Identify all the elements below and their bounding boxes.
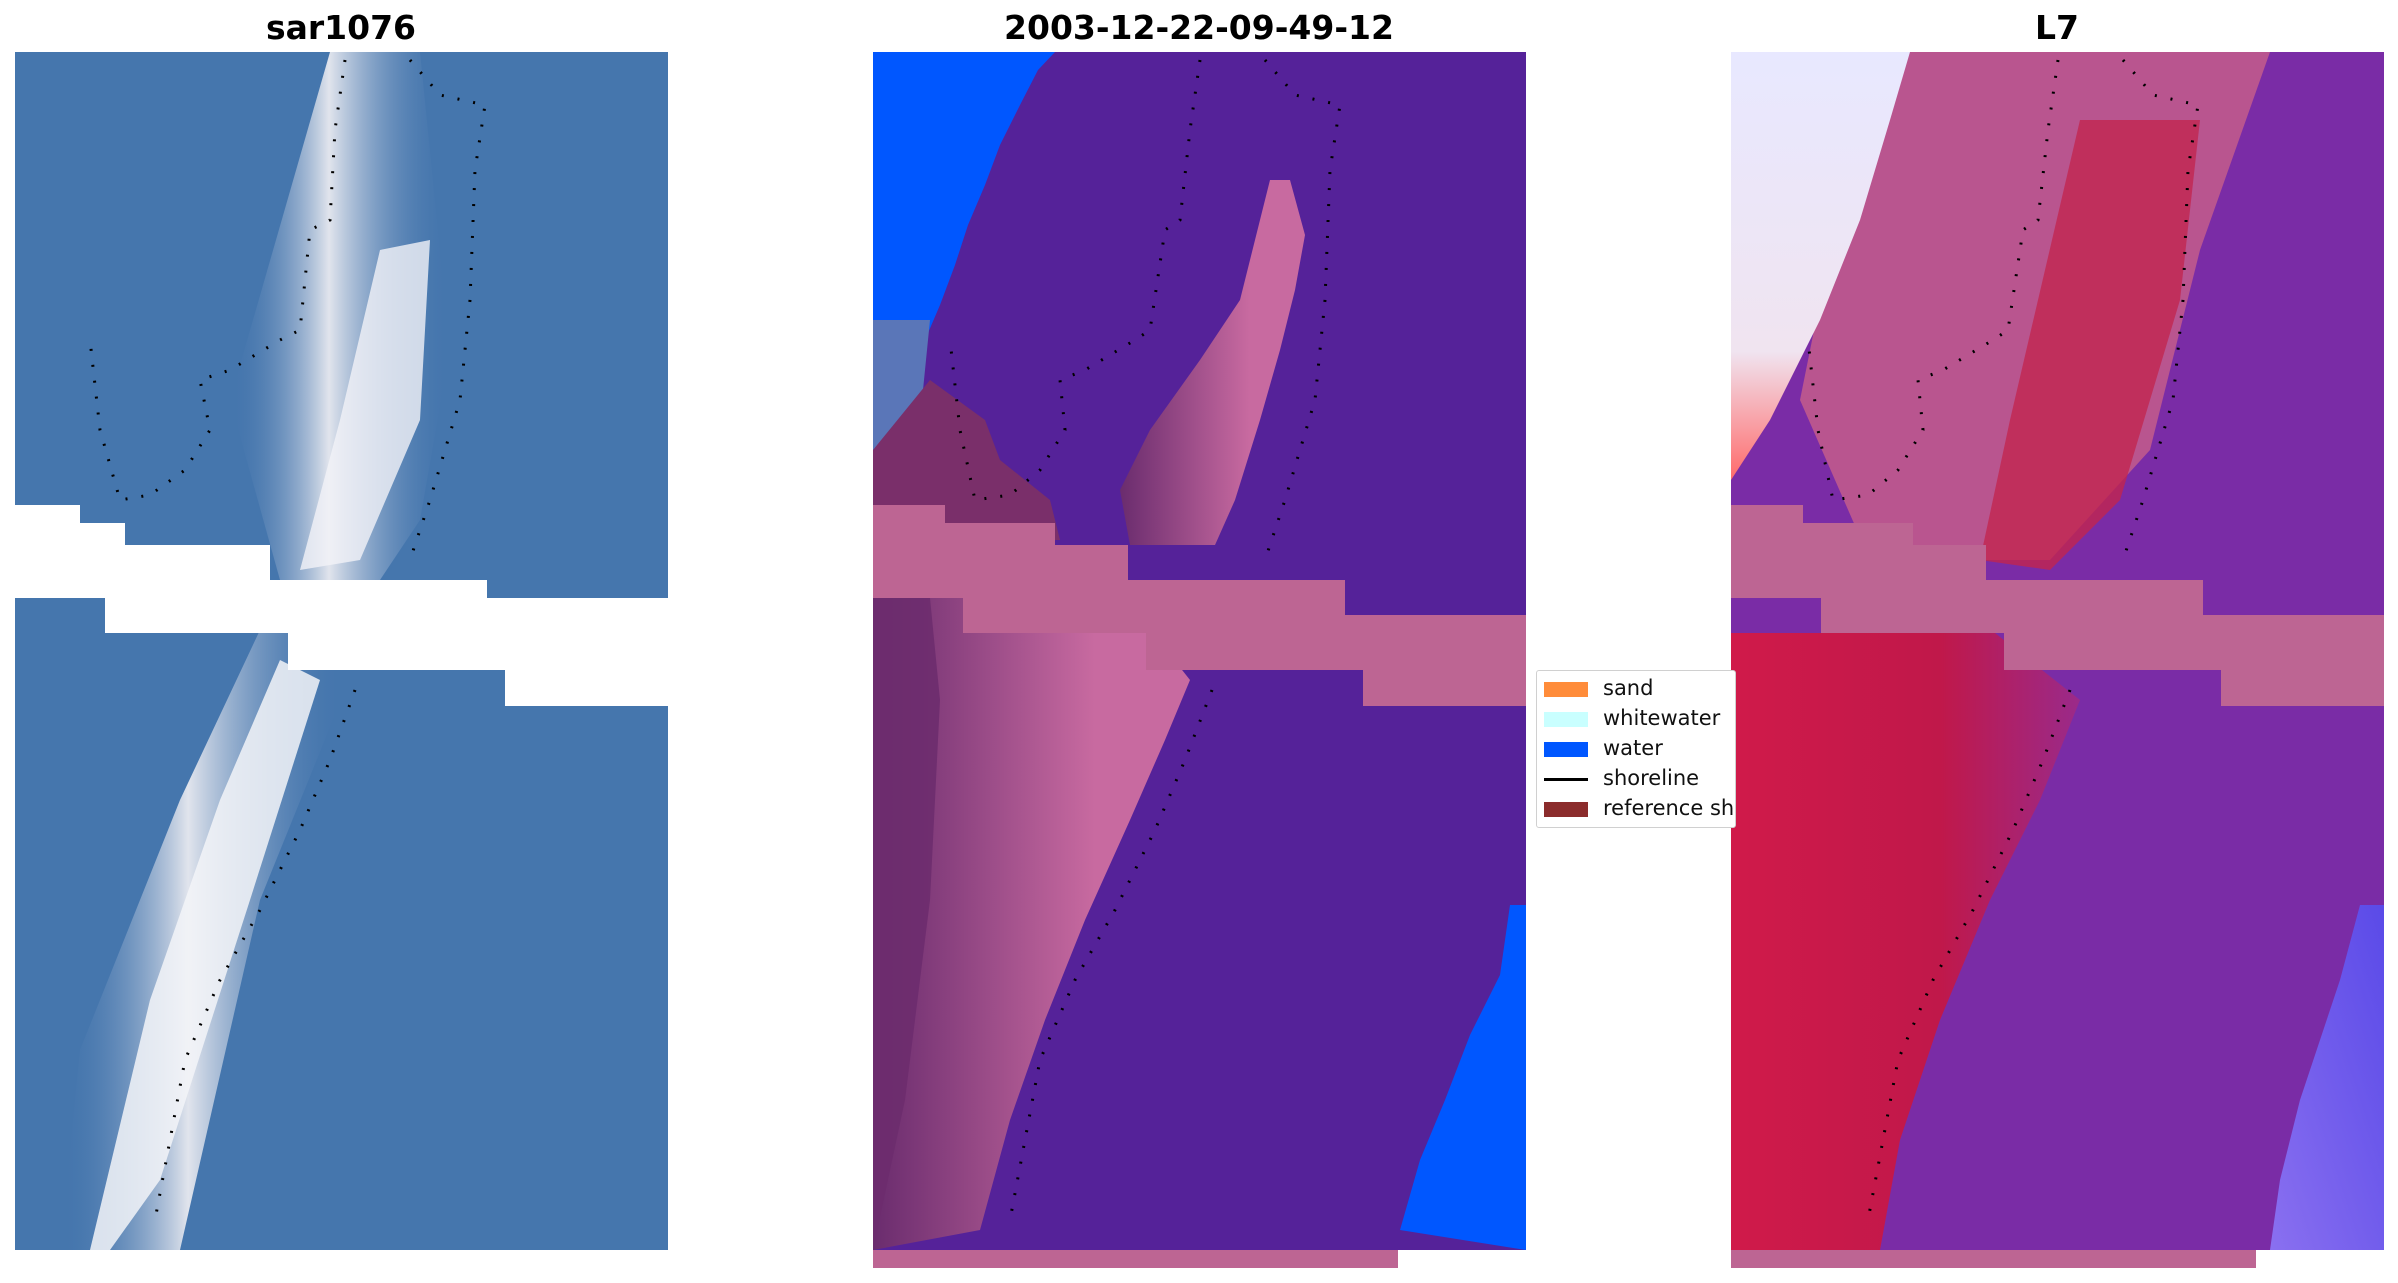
white-region xyxy=(1731,52,1910,480)
right-panel-title: L7 xyxy=(2035,8,2079,47)
water-swatch xyxy=(1544,742,1588,757)
legend-label: whitewater xyxy=(1603,706,1721,730)
legend-item-reference-shoreline: reference sh xyxy=(1537,793,1735,823)
legend-item-shoreline: shoreline xyxy=(1537,763,1735,793)
water-region-bottom-right xyxy=(1400,905,1526,1250)
legend-label: reference sh xyxy=(1603,796,1735,820)
legend-label: shoreline xyxy=(1603,766,1700,790)
blue-region xyxy=(2270,905,2384,1250)
sand-swatch xyxy=(1544,682,1588,697)
water-region-top-left xyxy=(873,52,1055,340)
left-panel-title: sar1076 xyxy=(265,8,417,47)
legend: sand whitewater water shoreline referenc… xyxy=(1536,670,1736,828)
land-mask-band xyxy=(873,505,1526,706)
shoreline-line-swatch xyxy=(1544,778,1588,781)
rgb-image-panel xyxy=(15,52,668,1250)
whitewater-swatch xyxy=(1544,712,1588,727)
classification-panel xyxy=(873,52,1526,1268)
legend-item-water: water xyxy=(1537,733,1735,763)
land-mask-band-right xyxy=(1731,505,2384,706)
reference-shoreline-swatch xyxy=(1544,802,1588,817)
legend-item-whitewater: whitewater xyxy=(1537,703,1735,733)
l7-index-panel xyxy=(1731,52,2384,1268)
legend-label: sand xyxy=(1603,676,1654,700)
legend-item-sand: sand xyxy=(1537,673,1735,703)
center-panel-title: 2003-12-22-09-49-12 xyxy=(1004,8,1394,47)
legend-label: water xyxy=(1603,736,1663,760)
